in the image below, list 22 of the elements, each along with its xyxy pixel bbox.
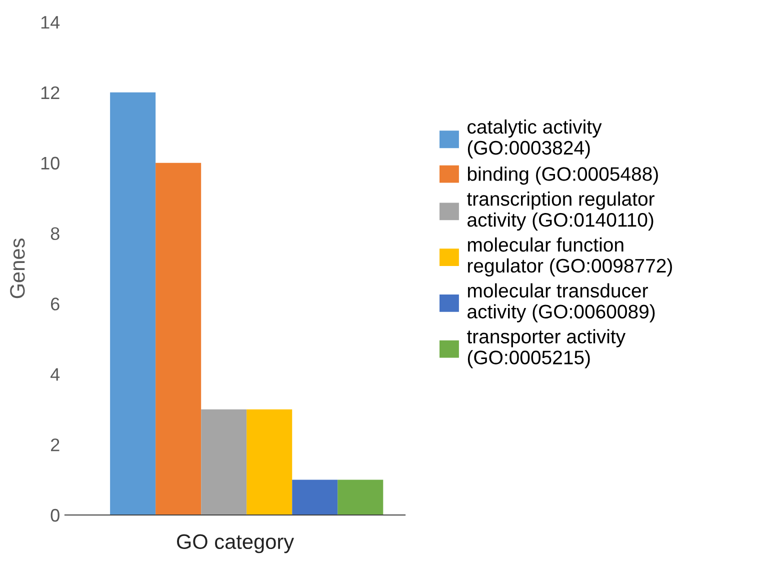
legend-label: transcription regulator activity (GO:0140110) <box>467 192 654 231</box>
legend-label: molecular transducer activity (GO:0060089) <box>468 283 655 322</box>
y-tick-label: 0 <box>50 508 60 522</box>
y-tick-label: 14 <box>41 16 60 29</box>
legend-label: molecular function regulator (GO:0098772) <box>468 237 672 276</box>
bar <box>156 162 202 515</box>
x-axis-title: GO category <box>177 534 294 554</box>
bar <box>246 409 292 515</box>
legend-label: catalytic activity (GO:0003824) <box>468 119 602 159</box>
bar <box>292 480 338 515</box>
y-tick-label: 10 <box>41 156 60 170</box>
legend-label: binding (GO:0005488) <box>468 166 658 185</box>
y-tick-label: 8 <box>50 227 60 240</box>
bar <box>201 409 247 515</box>
bar <box>338 480 384 515</box>
bar <box>110 92 156 515</box>
y-tick-label: 4 <box>50 368 60 381</box>
legend-label: transporter activity (GO:0005215) <box>467 329 626 368</box>
y-tick-label: 2 <box>51 438 60 452</box>
y-tick-label: 12 <box>41 86 60 99</box>
y-tick-label: 6 <box>51 298 60 310</box>
y-axis-title: Genes <box>10 238 25 298</box>
